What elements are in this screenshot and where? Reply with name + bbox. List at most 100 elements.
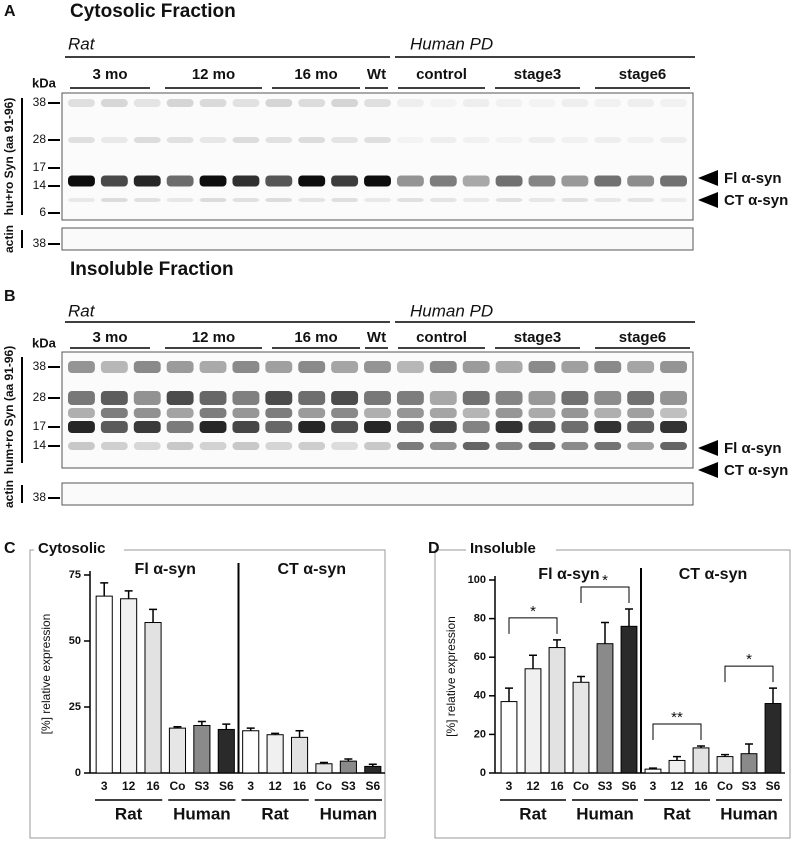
band bbox=[429, 391, 457, 405]
band bbox=[166, 442, 194, 450]
band bbox=[462, 361, 490, 373]
blot bbox=[61, 92, 694, 221]
band bbox=[396, 198, 424, 202]
band bbox=[396, 442, 424, 450]
band bbox=[495, 391, 523, 405]
band bbox=[166, 137, 194, 143]
x-tick-label: S3 bbox=[341, 779, 356, 793]
band bbox=[232, 137, 260, 143]
lane-label: 12 mo bbox=[192, 329, 235, 346]
loading-marker: 38 bbox=[33, 490, 47, 504]
loading-label: actin bbox=[2, 225, 16, 253]
band bbox=[528, 391, 556, 405]
band bbox=[298, 99, 326, 107]
significance-bracket bbox=[724, 665, 774, 683]
error-bar bbox=[697, 745, 705, 748]
y-tick-label: 50 bbox=[69, 635, 81, 647]
loading-blot bbox=[61, 227, 694, 251]
bar bbox=[315, 763, 333, 774]
bar bbox=[144, 622, 162, 774]
band bbox=[594, 198, 622, 202]
significance-label: * bbox=[602, 572, 608, 589]
blot-ylabel: hu+ro Syn (aa 91-96) bbox=[2, 98, 16, 216]
x-tick-label: S3 bbox=[195, 779, 210, 793]
band bbox=[594, 361, 622, 373]
error-bar bbox=[197, 720, 206, 726]
band bbox=[265, 361, 293, 373]
x-tick-label: Co bbox=[316, 779, 332, 793]
y-tick-label: 40 bbox=[474, 690, 486, 702]
band bbox=[166, 175, 194, 187]
band bbox=[462, 391, 490, 405]
x-tick-label: 16 bbox=[146, 779, 160, 793]
band bbox=[429, 198, 457, 202]
band bbox=[166, 198, 194, 202]
title-bg bbox=[34, 540, 124, 558]
marker-label: 28 bbox=[33, 132, 47, 146]
band bbox=[133, 137, 161, 143]
band bbox=[331, 175, 359, 187]
band bbox=[660, 99, 687, 107]
group-label: Rat bbox=[68, 34, 96, 53]
band bbox=[364, 137, 391, 143]
band bbox=[199, 421, 227, 433]
bar bbox=[620, 625, 638, 774]
band bbox=[265, 421, 293, 433]
marker-label: 17 bbox=[33, 419, 47, 433]
band bbox=[660, 137, 687, 143]
y-axis-label: [%] relative expression bbox=[444, 616, 458, 737]
band bbox=[594, 391, 622, 405]
group-label: Rat bbox=[261, 804, 289, 823]
band bbox=[660, 408, 687, 418]
band bbox=[594, 99, 622, 107]
band bbox=[396, 421, 424, 433]
band bbox=[133, 391, 161, 405]
band bbox=[627, 99, 655, 107]
band bbox=[627, 137, 655, 143]
error-bar bbox=[601, 621, 609, 644]
band bbox=[68, 175, 95, 187]
band bbox=[594, 137, 622, 143]
group-label: Rat bbox=[68, 301, 96, 320]
band bbox=[265, 391, 293, 405]
band bbox=[528, 408, 556, 418]
arrow bbox=[698, 192, 718, 208]
band bbox=[199, 198, 227, 202]
x-tick-label: Co bbox=[717, 779, 733, 793]
bar bbox=[764, 703, 782, 774]
x-tick-label: S3 bbox=[742, 779, 757, 793]
loading-label: actin bbox=[2, 480, 16, 508]
group-label: Human PD bbox=[410, 34, 493, 53]
band bbox=[364, 408, 391, 418]
band bbox=[660, 442, 687, 450]
y-tick-label: 80 bbox=[474, 613, 486, 625]
section-label: CT α-syn bbox=[277, 561, 346, 578]
arrow bbox=[698, 462, 718, 478]
group-label: Rat bbox=[663, 804, 691, 823]
error-bar bbox=[271, 732, 280, 735]
loading-marker: 38 bbox=[33, 236, 47, 250]
band bbox=[561, 99, 589, 107]
error-bar bbox=[222, 723, 231, 730]
band bbox=[232, 421, 260, 433]
band bbox=[660, 421, 687, 433]
x-tick-label: 3 bbox=[101, 779, 108, 793]
x-tick-label: 12 bbox=[670, 779, 684, 793]
kda-label: kDa bbox=[32, 75, 57, 90]
band bbox=[100, 99, 128, 107]
band bbox=[462, 137, 490, 143]
marker-label: 6 bbox=[39, 205, 46, 219]
band bbox=[660, 361, 687, 373]
bar bbox=[500, 701, 518, 774]
bar bbox=[266, 734, 284, 774]
error-bar bbox=[649, 767, 657, 770]
band bbox=[199, 99, 227, 107]
band bbox=[68, 442, 95, 450]
marker-label: 28 bbox=[33, 390, 47, 404]
arrow-label: CT α-syn bbox=[724, 192, 788, 209]
band bbox=[133, 198, 161, 202]
band bbox=[594, 175, 622, 187]
significance-bracket bbox=[580, 586, 630, 603]
arrow bbox=[698, 440, 718, 456]
